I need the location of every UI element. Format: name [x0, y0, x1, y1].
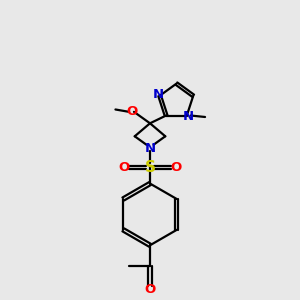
- Text: O: O: [118, 161, 129, 174]
- Text: O: O: [127, 105, 138, 118]
- Text: S: S: [145, 160, 155, 175]
- Text: N: N: [153, 88, 164, 101]
- Text: O: O: [171, 161, 182, 174]
- Text: N: N: [144, 142, 156, 155]
- Text: N: N: [182, 110, 194, 123]
- Text: O: O: [144, 283, 156, 296]
